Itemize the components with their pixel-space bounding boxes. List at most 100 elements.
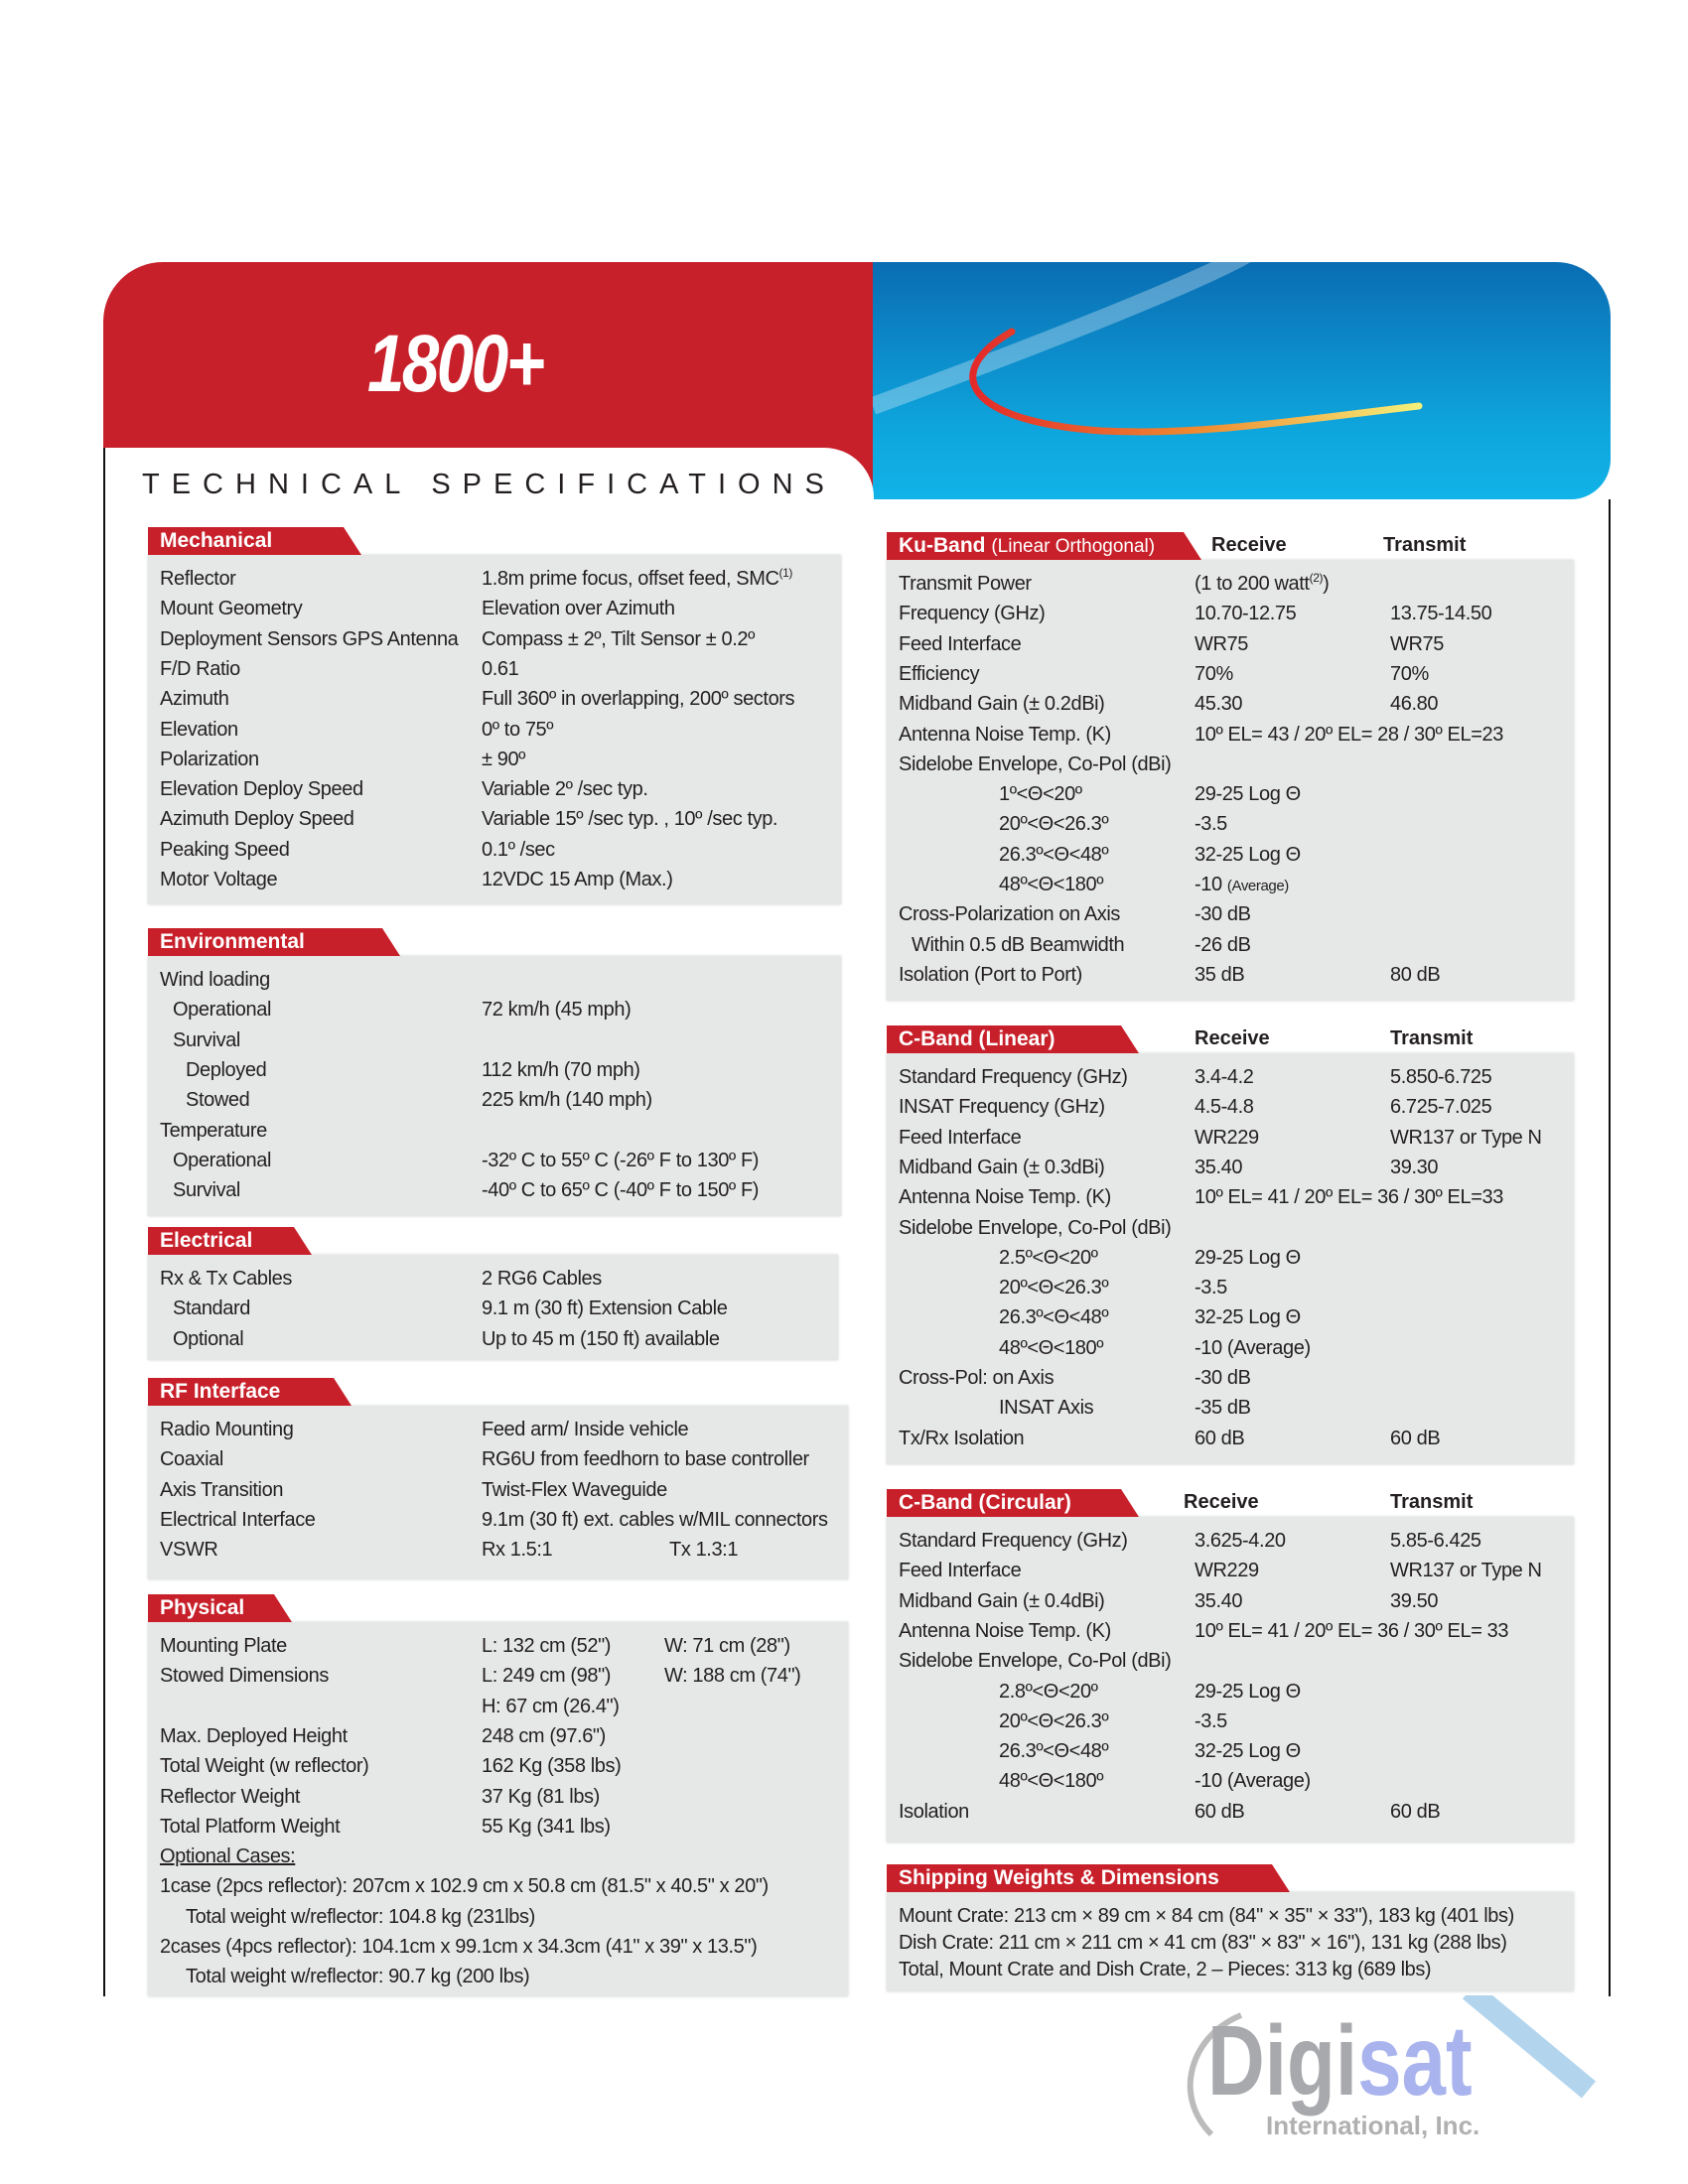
- spec-value: 9.1 m (30 ft) Extension Cable: [482, 1294, 728, 1323]
- section-title-note: (Linear Orthogonal): [991, 536, 1156, 557]
- spec-row: Standard Frequency (GHz) 3.4-4.2 5.850-6.7…: [887, 1062, 1574, 1092]
- spec-value-text: 35.40: [1195, 1156, 1243, 1178]
- spec-value-text: 3.625-4.20: [1195, 1530, 1286, 1552]
- spec-row: Optional Cases:: [148, 1842, 848, 1871]
- spec-row: Standard Frequency (GHz) 3.625-4.20 5.85-6…: [887, 1526, 1574, 1556]
- spec-label: Antenna Noise Temp. (K): [899, 1619, 1111, 1642]
- spec-label: Total weight w/reflector: 104.8 kg (231l…: [186, 1905, 535, 1928]
- spec-row: Antenna Noise Temp. (K) 10º EL= 41 / 20º …: [887, 1616, 1574, 1646]
- spec-label: Motor Voltage: [160, 869, 278, 890]
- spec-value: 29-25 Log Θ: [1195, 779, 1301, 809]
- spec-label: Standard Frequency (GHz): [899, 1530, 1128, 1552]
- column-header-transmit: Transmit: [1390, 1491, 1474, 1513]
- spec-label: INSAT Frequency (GHz): [899, 1096, 1105, 1119]
- spec-value-2: 6.725-7.025: [1390, 1096, 1492, 1119]
- spec-row: Reflector Weight 37 Kg (81 lbs): [148, 1782, 848, 1812]
- spec-value: 248 cm (97.6"): [482, 1721, 606, 1751]
- spec-value: 225 km/h (140 mph): [482, 1085, 652, 1115]
- spec-value-text: -3.5: [1195, 1277, 1227, 1299]
- spec-value: 10º EL= 43 / 20º EL= 28 / 30º EL=23: [1195, 720, 1503, 750]
- section-title: C-Band (Linear): [899, 1027, 1055, 1050]
- section-header: Mechanical: [148, 527, 361, 555]
- spec-value: -40º C to 65º C (-40º F to 150º F): [482, 1175, 759, 1205]
- section-header: Environmental: [148, 928, 400, 956]
- spec-label: Temperature: [160, 1119, 267, 1142]
- spec-row: Optional Up to 45 m (150 ft) available: [148, 1324, 838, 1354]
- spec-row: Azimuth Deploy Speed Variable 15º /sec ty…: [148, 804, 841, 834]
- column-header-transmit: Transmit: [1390, 1027, 1474, 1049]
- spec-label: Feed Interface: [899, 632, 1022, 655]
- spec-row: Antenna Noise Temp. (K) 10º EL= 43 / 20º …: [887, 720, 1574, 750]
- spec-label: Midband Gain (± 0.2dBi): [899, 693, 1105, 716]
- spec-value: 3.625-4.20: [1195, 1526, 1286, 1556]
- spec-value-text: 32-25 Log Θ: [1195, 843, 1301, 866]
- spec-value-2: 5.85-6.425: [1390, 1530, 1481, 1552]
- spec-value: 162 Kg (358 lbs): [482, 1751, 622, 1781]
- spec-row: Motor Voltage 12VDC 15 Amp (Max.): [148, 865, 841, 894]
- column-header-receive: Receive: [1195, 1027, 1270, 1049]
- spec-row: Elevation Deploy Speed Variable 2º /sec t…: [148, 774, 841, 804]
- spec-value-2: 60 dB: [1390, 1427, 1441, 1449]
- spec-value: 112 km/h (70 mph): [482, 1055, 640, 1085]
- spec-value-text: (1 to 200 watt: [1195, 573, 1310, 595]
- spec-value-text: 10º EL= 43 / 20º EL= 28 / 30º EL=23: [1195, 723, 1503, 746]
- spec-value: (1 to 200 watt(2)): [1195, 569, 1330, 599]
- spec-label: Standard: [173, 1297, 250, 1320]
- spec-row: Max. Deployed Height 248 cm (97.6"): [148, 1721, 848, 1751]
- spec-label: Deployed: [186, 1058, 267, 1081]
- spec-value: 45.30: [1195, 689, 1242, 719]
- spec-label: 2cases (4pcs reflector): 104.1cm x 99.1c…: [160, 1936, 758, 1958]
- spec-value-text: 35.40: [1195, 1589, 1243, 1612]
- spec-row: Electrical Interface 9.1m (30 ft) ext. ca…: [148, 1505, 848, 1535]
- footnote-ref: (2): [1309, 571, 1324, 585]
- spec-label: Rx & Tx Cables: [160, 1268, 292, 1290]
- spec-value: 4.5-4.8: [1195, 1092, 1254, 1122]
- spec-label: Wind loading: [160, 969, 270, 991]
- spec-row: INSAT Axis -35 dB: [887, 1393, 1574, 1423]
- spec-row: Total Platform Weight 55 Kg (341 lbs): [148, 1812, 848, 1842]
- spec-value-text: 225 km/h (140 mph): [482, 1089, 652, 1112]
- column-header-receive: Receive: [1184, 1491, 1259, 1513]
- spec-value-text: -3.5: [1195, 813, 1227, 836]
- section-shipping: Shipping Weights & Dimensions Mount Crate…: [887, 1864, 1574, 1991]
- spec-row: Rx & Tx Cables 2 RG6 Cables: [148, 1264, 838, 1294]
- spec-row: Survival -40º C to 65º C (-40º F to 150º …: [148, 1175, 841, 1205]
- spec-value-text: 10.70-12.75: [1195, 603, 1297, 625]
- spec-value-text: -10: [1195, 874, 1222, 895]
- spec-row: Antenna Noise Temp. (K) 10º EL= 41 / 20º …: [887, 1182, 1574, 1212]
- spec-row: Elevation 0º to 75º: [148, 715, 841, 745]
- spec-value-text: 45.30: [1195, 693, 1243, 716]
- spec-value-text: Full 360º in overlapping, 200º sectors: [482, 688, 795, 711]
- spec-value: 2 RG6 Cables: [482, 1264, 602, 1294]
- spec-label: Electrical Interface: [160, 1508, 316, 1531]
- spec-value: 35 dB: [1195, 960, 1245, 990]
- spec-value: 35.40: [1195, 1586, 1242, 1616]
- spec-value: Rx 1.5:1: [482, 1535, 553, 1565]
- spec-value-text: 1.8m prime focus, offset feed, SMC: [482, 568, 779, 590]
- spec-value: 70%: [1195, 659, 1233, 689]
- spec-row: 20º<Θ<26.3º -3.5: [887, 1706, 1574, 1736]
- spec-label: Deployment Sensors GPS Antenna: [160, 627, 459, 650]
- spec-value-text: 29-25 Log Θ: [1195, 783, 1301, 806]
- spec-label: Mount Crate: 213 cm × 89 cm × 84 cm (84"…: [899, 1905, 1514, 1927]
- spec-value-suffix: ): [1323, 573, 1330, 595]
- section-header: Ku-Band (Linear Orthogonal): [887, 532, 1201, 560]
- section-panel: [148, 1406, 848, 1579]
- spec-row: Reflector 1.8m prime focus, offset feed, …: [148, 564, 841, 594]
- spec-label: Cross-Polarization on Axis: [899, 903, 1121, 926]
- spec-value-text: 0.1º /sec: [482, 838, 555, 861]
- spec-value-text: 3.4-4.2: [1195, 1066, 1254, 1088]
- spec-label: 26.3º<Θ<48º: [999, 1740, 1109, 1763]
- spec-value-2: 46.80: [1390, 693, 1439, 716]
- spec-label: Antenna Noise Temp. (K): [899, 723, 1111, 746]
- spec-row: INSAT Frequency (GHz) 4.5-4.8 6.725-7.025: [887, 1092, 1574, 1122]
- spec-value-text: WR75: [1195, 632, 1248, 655]
- spec-row: 2cases (4pcs reflector): 104.1cm x 99.1c…: [148, 1932, 848, 1962]
- spec-row: 20º<Θ<26.3º -3.5: [887, 1273, 1574, 1302]
- section-panel: [148, 1622, 848, 1996]
- spec-row: 1case (2pcs reflector): 207cm x 102.9 cm…: [148, 1871, 848, 1901]
- spec-label: F/D Ratio: [160, 657, 240, 680]
- spec-row: Axis Transition Twist-Flex Waveguide: [148, 1475, 848, 1505]
- column-header-receive: Receive: [1211, 534, 1287, 556]
- spec-label: Frequency (GHz): [899, 603, 1046, 625]
